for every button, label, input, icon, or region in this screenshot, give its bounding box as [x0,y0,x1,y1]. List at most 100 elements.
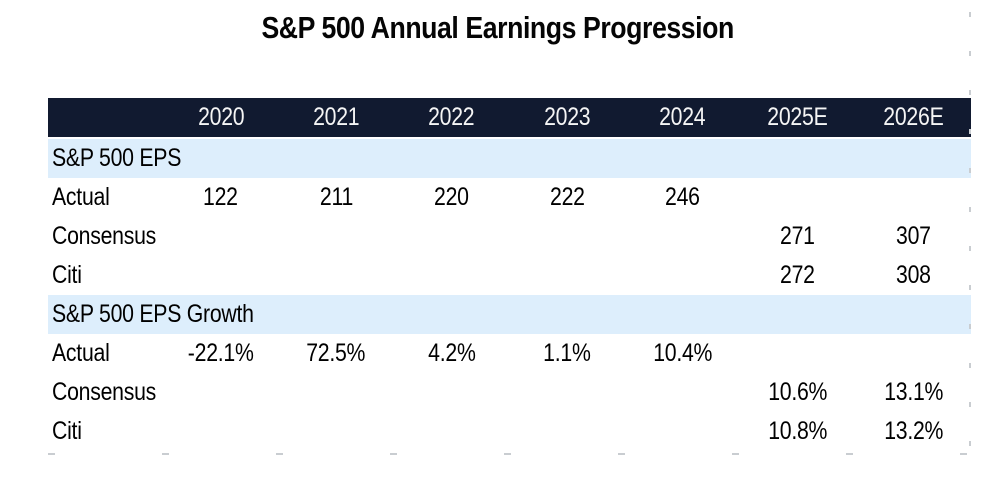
table-cell: 13.1% [856,373,971,412]
cell-value: 271 [780,222,816,250]
cell-value: 10.8% [768,417,828,445]
table-cell [278,412,393,451]
page-title: S&P 500 Annual Earnings Progression [0,10,996,46]
table-cell [740,334,855,373]
cell-value: 10.4% [652,339,712,367]
table-cell [278,256,393,295]
table-cell [625,217,740,256]
table-cell: 4.2% [394,334,509,373]
cell-value: -22.1% [187,339,254,367]
section-header-eps: S&P 500 EPS [48,139,971,178]
cropped-gridline-bottom [48,453,971,455]
section-header-label: S&P 500 EPS [52,144,182,172]
cell-value: 1.1% [543,339,591,367]
column-header-2024: 2024 [625,98,740,137]
table-cell [163,256,278,295]
cell-value: 272 [780,261,816,289]
column-header-label: 2020 [197,103,245,131]
column-header-2021: 2021 [278,98,393,137]
table-cell: 271 [740,217,855,256]
column-header-label: 2021 [313,103,360,131]
table-cell [509,412,624,451]
table-cell: 10.4% [625,334,740,373]
cell-value: 220 [434,183,469,211]
row-label-text: Actual [52,183,110,211]
row-label: Consensus [48,217,163,256]
cell-value: 10.6% [768,378,828,406]
cell-value: 211 [319,183,353,211]
table-cell [163,217,278,256]
cell-value: 308 [895,261,931,289]
table-cell [740,178,855,217]
table-row-growth-citi: Citi 10.8% 13.2% [48,412,971,451]
column-header-2026e: 2026E [856,98,971,137]
table-row-growth-actual: Actual -22.1% 72.5% 4.2% 1.1% 10.4% [48,334,971,373]
table-cell: 211 [278,178,393,217]
table-cell: 10.8% [740,412,855,451]
page-title-text: S&P 500 Annual Earnings Progression [261,10,735,45]
cell-value: 13.1% [883,378,943,406]
table-cell [509,217,624,256]
column-header-label: 2025E [767,103,828,131]
table-row-eps-citi: Citi 272 308 [48,256,971,295]
table-cell [625,412,740,451]
table-cell: 307 [856,217,971,256]
table-cell: 10.6% [740,373,855,412]
section-header-label: S&P 500 EPS Growth [52,300,254,328]
table-cell: 272 [740,256,855,295]
table-cell [278,217,393,256]
table-cell [394,256,509,295]
cropped-gridline-right [969,12,971,455]
column-header-label: 2024 [659,103,706,131]
cell-value: 72.5% [306,339,366,367]
table-cell: 222 [509,178,624,217]
row-label-text: Citi [52,261,82,289]
row-label-text: Consensus [52,378,157,406]
table-row-growth-consensus: Consensus 10.6% 13.1% [48,373,971,412]
row-label: Citi [48,412,163,451]
section-header-eps-growth: S&P 500 EPS Growth [48,295,971,334]
cell-value: 122 [203,183,239,211]
table-header-row: 2020 2021 2022 2023 2024 2025E 2026E [48,98,971,137]
row-label-text: Consensus [52,222,157,250]
row-label-text: Citi [52,417,82,445]
corner-cell [48,98,163,137]
table-cell [278,373,393,412]
row-label: Consensus [48,373,163,412]
cell-value: 4.2% [427,339,476,367]
column-header-2023: 2023 [509,98,624,137]
cell-value: 13.2% [883,417,943,445]
table-cell [163,373,278,412]
table-cell: 13.2% [856,412,971,451]
column-header-label: 2026E [883,103,944,131]
table-cell: -22.1% [163,334,278,373]
cell-value: 307 [895,222,931,250]
column-header-label: 2023 [543,103,591,131]
table-cell [625,256,740,295]
table-cell: 246 [625,178,740,217]
table-cell [856,334,971,373]
table-cell [163,412,278,451]
table-row-eps-actual: Actual 122 211 220 222 246 [48,178,971,217]
row-label: Actual [48,178,163,217]
table-cell [509,373,624,412]
table-cell [394,412,509,451]
column-header-label: 2022 [428,103,475,131]
column-header-2025e: 2025E [740,98,855,137]
row-label: Actual [48,334,163,373]
table-cell: 220 [394,178,509,217]
row-label: Citi [48,256,163,295]
table-row-eps-consensus: Consensus 271 307 [48,217,971,256]
table-cell [394,217,509,256]
cell-value: 222 [549,183,585,211]
table-cell [625,373,740,412]
table-cell: 1.1% [509,334,624,373]
row-label-text: Actual [52,339,110,367]
table-cell [856,178,971,217]
table-cell: 122 [163,178,278,217]
table-cell: 308 [856,256,971,295]
earnings-table: 2020 2021 2022 2023 2024 2025E 2026E S&P… [48,98,971,451]
table-cell [394,373,509,412]
column-header-2022: 2022 [394,98,509,137]
column-header-2020: 2020 [163,98,278,137]
